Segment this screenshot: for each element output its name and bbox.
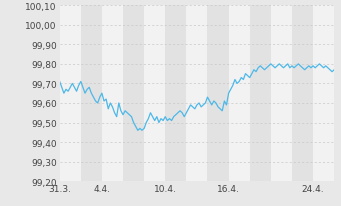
Bar [187, 6, 207, 181]
Bar [334, 6, 341, 181]
Bar [102, 6, 123, 181]
Bar [207, 6, 228, 181]
Bar [271, 6, 292, 181]
Bar [250, 6, 271, 181]
Bar [292, 6, 313, 181]
Bar [228, 6, 250, 181]
Bar [60, 6, 81, 181]
Bar [123, 6, 144, 181]
Bar [81, 6, 102, 181]
Bar [165, 6, 187, 181]
Bar [313, 6, 334, 181]
Bar [144, 6, 165, 181]
